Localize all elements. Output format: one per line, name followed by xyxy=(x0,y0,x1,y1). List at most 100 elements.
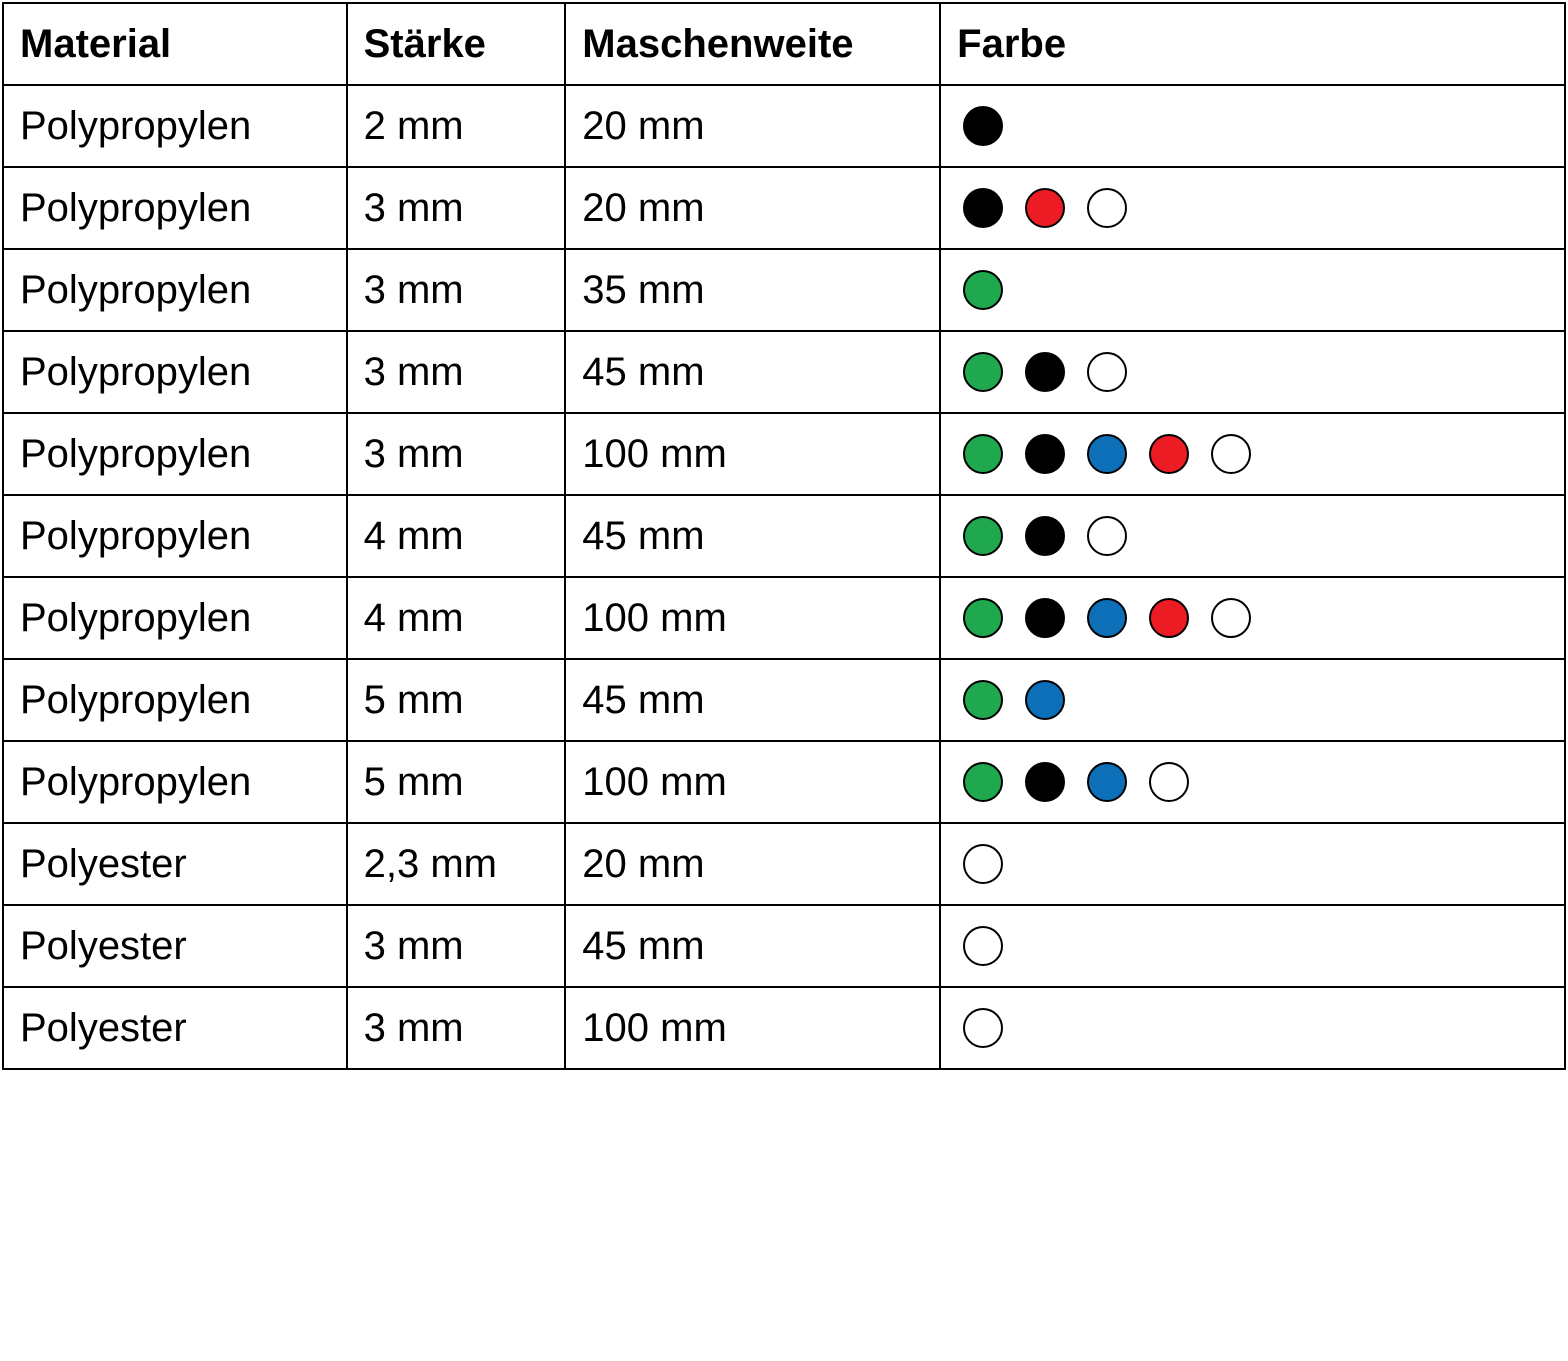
color-swatch-icon xyxy=(963,270,1003,310)
cell-staerke: 3 mm xyxy=(347,167,566,249)
color-swatch-icon xyxy=(1025,516,1065,556)
color-swatch-group xyxy=(957,188,1548,228)
cell-staerke: 2 mm xyxy=(347,85,566,167)
color-swatch-icon xyxy=(1211,598,1251,638)
table-row: Polypropylen3 mm35 mm xyxy=(3,249,1565,331)
cell-masche: 20 mm xyxy=(565,823,940,905)
color-swatch-icon xyxy=(1149,762,1189,802)
cell-material: Polypropylen xyxy=(3,413,347,495)
table-row: Polypropylen3 mm45 mm xyxy=(3,331,1565,413)
cell-masche: 35 mm xyxy=(565,249,940,331)
color-swatch-icon xyxy=(963,844,1003,884)
table-row: Polypropylen2 mm20 mm xyxy=(3,85,1565,167)
table-row: Polypropylen5 mm45 mm xyxy=(3,659,1565,741)
color-swatch-icon xyxy=(1025,680,1065,720)
cell-material: Polypropylen xyxy=(3,331,347,413)
cell-farbe xyxy=(940,85,1565,167)
color-swatch-group xyxy=(957,516,1548,556)
color-swatch-icon xyxy=(963,352,1003,392)
cell-farbe xyxy=(940,167,1565,249)
color-swatch-icon xyxy=(1025,434,1065,474)
table-body: Polypropylen2 mm20 mmPolypropylen3 mm20 … xyxy=(3,85,1565,1069)
cell-material: Polypropylen xyxy=(3,577,347,659)
cell-farbe xyxy=(940,331,1565,413)
cell-farbe xyxy=(940,823,1565,905)
color-swatch-group xyxy=(957,762,1548,802)
cell-staerke: 3 mm xyxy=(347,249,566,331)
color-swatch-icon xyxy=(1025,762,1065,802)
cell-farbe xyxy=(940,741,1565,823)
cell-masche: 45 mm xyxy=(565,905,940,987)
cell-masche: 100 mm xyxy=(565,413,940,495)
color-swatch-icon xyxy=(963,516,1003,556)
cell-material: Polypropylen xyxy=(3,741,347,823)
table-row: Polypropylen4 mm100 mm xyxy=(3,577,1565,659)
cell-staerke: 3 mm xyxy=(347,331,566,413)
table-row: Polyester3 mm100 mm xyxy=(3,987,1565,1069)
table-row: Polyester3 mm45 mm xyxy=(3,905,1565,987)
cell-farbe xyxy=(940,659,1565,741)
cell-farbe xyxy=(940,495,1565,577)
cell-staerke: 4 mm xyxy=(347,495,566,577)
color-swatch-group xyxy=(957,598,1548,638)
color-swatch-icon xyxy=(1025,598,1065,638)
color-swatch-icon xyxy=(1025,188,1065,228)
cell-staerke: 3 mm xyxy=(347,413,566,495)
cell-farbe xyxy=(940,987,1565,1069)
cell-material: Polyester xyxy=(3,987,347,1069)
table-row: Polypropylen5 mm100 mm xyxy=(3,741,1565,823)
cell-material: Polypropylen xyxy=(3,85,347,167)
color-swatch-icon xyxy=(963,434,1003,474)
color-swatch-icon xyxy=(963,188,1003,228)
cell-staerke: 5 mm xyxy=(347,741,566,823)
cell-farbe xyxy=(940,577,1565,659)
color-swatch-group xyxy=(957,680,1548,720)
table-head: Material Stärke Maschenweite Farbe xyxy=(3,3,1565,85)
cell-material: Polyester xyxy=(3,905,347,987)
color-swatch-icon xyxy=(1087,516,1127,556)
color-swatch-icon xyxy=(1211,434,1251,474)
table-row: Polypropylen3 mm20 mm xyxy=(3,167,1565,249)
color-swatch-group xyxy=(957,352,1548,392)
cell-masche: 100 mm xyxy=(565,987,940,1069)
color-swatch-group xyxy=(957,1008,1548,1048)
color-swatch-icon xyxy=(963,106,1003,146)
cell-masche: 45 mm xyxy=(565,659,940,741)
color-swatch-icon xyxy=(1025,352,1065,392)
header-farbe: Farbe xyxy=(940,3,1565,85)
cell-staerke: 2,3 mm xyxy=(347,823,566,905)
color-swatch-icon xyxy=(1087,762,1127,802)
cell-material: Polypropylen xyxy=(3,249,347,331)
color-swatch-group xyxy=(957,434,1548,474)
cell-staerke: 5 mm xyxy=(347,659,566,741)
cell-staerke: 3 mm xyxy=(347,905,566,987)
table-row: Polyester2,3 mm20 mm xyxy=(3,823,1565,905)
color-swatch-icon xyxy=(1087,352,1127,392)
color-swatch-icon xyxy=(1087,598,1127,638)
color-swatch-group xyxy=(957,926,1548,966)
color-swatch-group xyxy=(957,270,1548,310)
cell-material: Polypropylen xyxy=(3,495,347,577)
color-swatch-group xyxy=(957,844,1548,884)
table-header-row: Material Stärke Maschenweite Farbe xyxy=(3,3,1565,85)
header-staerke: Stärke xyxy=(347,3,566,85)
color-swatch-group xyxy=(957,106,1548,146)
materials-table: Material Stärke Maschenweite Farbe Polyp… xyxy=(2,2,1566,1070)
color-swatch-icon xyxy=(963,926,1003,966)
cell-staerke: 3 mm xyxy=(347,987,566,1069)
color-swatch-icon xyxy=(1149,598,1189,638)
cell-masche: 20 mm xyxy=(565,85,940,167)
cell-masche: 45 mm xyxy=(565,331,940,413)
color-swatch-icon xyxy=(963,762,1003,802)
cell-material: Polypropylen xyxy=(3,167,347,249)
color-swatch-icon xyxy=(1087,434,1127,474)
cell-masche: 20 mm xyxy=(565,167,940,249)
color-swatch-icon xyxy=(963,1008,1003,1048)
cell-farbe xyxy=(940,249,1565,331)
cell-farbe xyxy=(940,905,1565,987)
color-swatch-icon xyxy=(963,680,1003,720)
cell-staerke: 4 mm xyxy=(347,577,566,659)
cell-farbe xyxy=(940,413,1565,495)
header-masche: Maschenweite xyxy=(565,3,940,85)
cell-masche: 45 mm xyxy=(565,495,940,577)
